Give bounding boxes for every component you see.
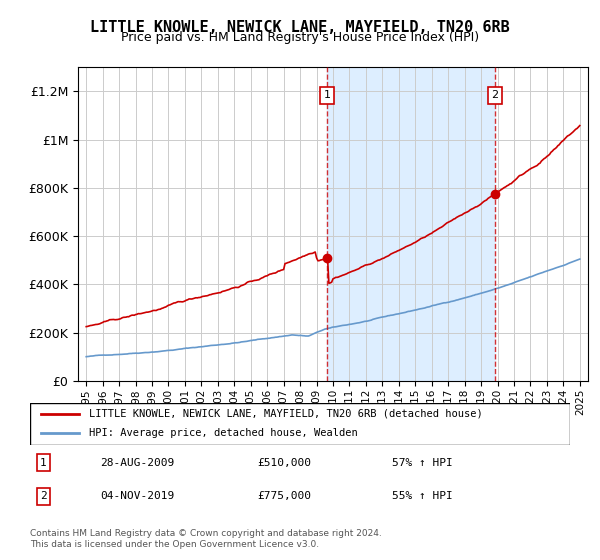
FancyBboxPatch shape (30, 403, 570, 445)
Text: £775,000: £775,000 (257, 491, 311, 501)
Text: 1: 1 (40, 458, 47, 468)
Bar (495, 67, 588, 381)
Text: 2: 2 (40, 491, 47, 501)
Text: 57% ↑ HPI: 57% ↑ HPI (392, 458, 452, 468)
Text: Contains HM Land Registry data © Crown copyright and database right 2024.
This d: Contains HM Land Registry data © Crown c… (30, 529, 382, 549)
Text: 1: 1 (324, 90, 331, 100)
Bar (327, 67, 495, 381)
Text: 04-NOV-2019: 04-NOV-2019 (100, 491, 175, 501)
Text: 55% ↑ HPI: 55% ↑ HPI (392, 491, 452, 501)
Text: £510,000: £510,000 (257, 458, 311, 468)
Text: 2: 2 (491, 90, 499, 100)
Text: LITTLE KNOWLE, NEWICK LANE, MAYFIELD, TN20 6RB: LITTLE KNOWLE, NEWICK LANE, MAYFIELD, TN… (90, 20, 510, 35)
Text: HPI: Average price, detached house, Wealden: HPI: Average price, detached house, Weal… (89, 428, 358, 438)
Text: LITTLE KNOWLE, NEWICK LANE, MAYFIELD, TN20 6RB (detached house): LITTLE KNOWLE, NEWICK LANE, MAYFIELD, TN… (89, 409, 483, 419)
Text: 28-AUG-2009: 28-AUG-2009 (100, 458, 175, 468)
Text: Price paid vs. HM Land Registry's House Price Index (HPI): Price paid vs. HM Land Registry's House … (121, 31, 479, 44)
